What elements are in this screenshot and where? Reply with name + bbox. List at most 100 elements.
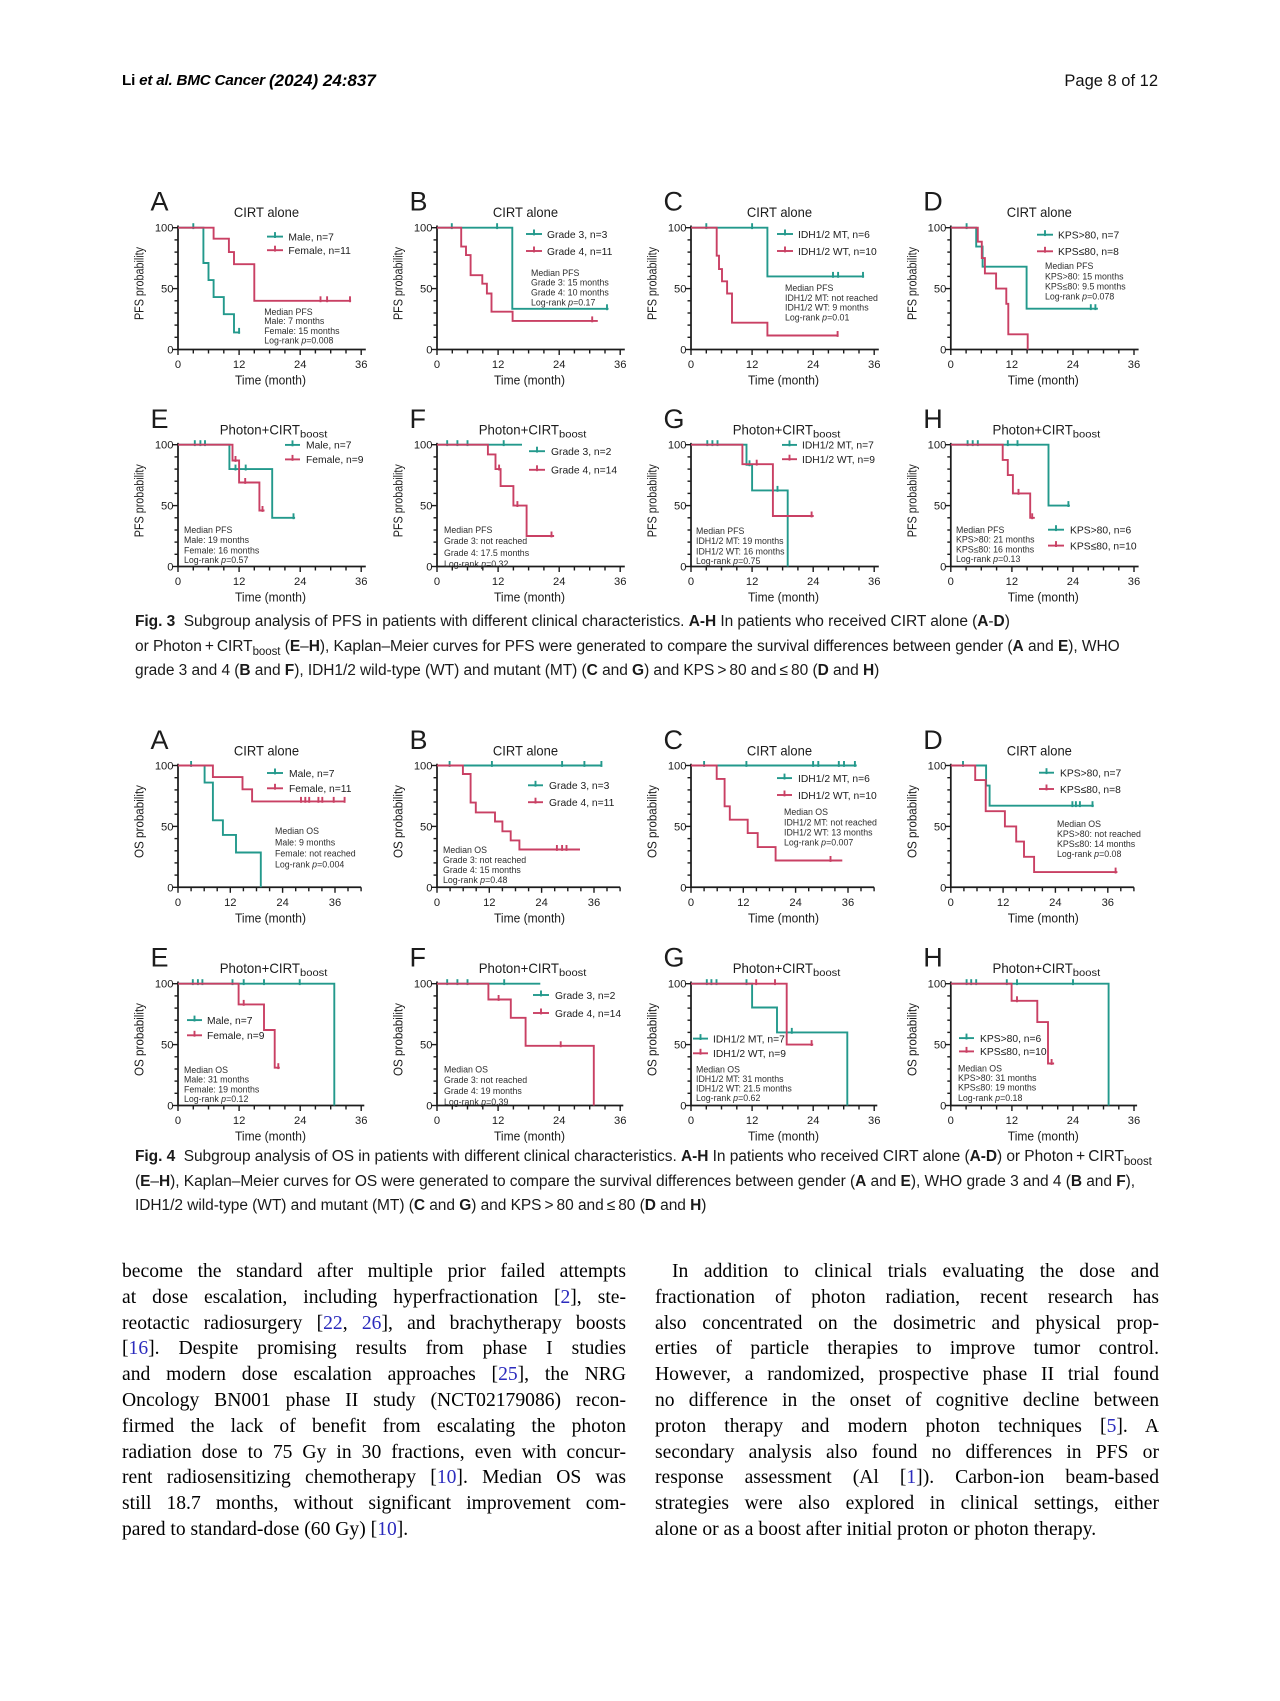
svg-text:Photon+CIRTboost: Photon+CIRTboost <box>479 960 587 979</box>
svg-text:KPS>80: not reached: KPS>80: not reached <box>1057 829 1141 839</box>
svg-text:Time (month): Time (month) <box>235 1130 306 1144</box>
svg-text:36: 36 <box>868 1115 880 1127</box>
svg-text:50: 50 <box>934 1040 946 1052</box>
svg-text:36: 36 <box>868 576 880 588</box>
svg-text:Grade 4, n=14: Grade 4, n=14 <box>551 466 617 477</box>
svg-text:36: 36 <box>1102 897 1114 909</box>
svg-text:CIRT alone: CIRT alone <box>234 742 299 758</box>
svg-text:Time (month): Time (month) <box>1008 374 1079 388</box>
svg-text:IDH1/2 MT: 19 months: IDH1/2 MT: 19 months <box>696 536 784 546</box>
svg-text:100: 100 <box>668 440 687 452</box>
svg-text:Female, n=11: Female, n=11 <box>288 246 351 257</box>
svg-text:PFS probability: PFS probability <box>133 246 147 320</box>
svg-text:Time (month): Time (month) <box>1008 1130 1079 1144</box>
svg-text:IDH1/2 WT: 21.5 months: IDH1/2 WT: 21.5 months <box>696 1083 792 1093</box>
svg-text:Median OS: Median OS <box>443 845 487 855</box>
svg-text:CIRT alone: CIRT alone <box>1007 742 1072 758</box>
svg-text:CIRT alone: CIRT alone <box>234 204 299 220</box>
svg-text:12: 12 <box>737 897 749 909</box>
svg-text:Photon+CIRTboost: Photon+CIRTboost <box>993 421 1101 440</box>
svg-text:Female, n=9: Female, n=9 <box>207 1031 265 1042</box>
svg-text:IDH1/2 MT, n=6: IDH1/2 MT, n=6 <box>798 774 870 785</box>
svg-text:Photon+CIRTboost: Photon+CIRTboost <box>993 960 1101 979</box>
svg-text:KPS>80, n=7: KPS>80, n=7 <box>1058 231 1120 242</box>
svg-text:Log-rank p=0.12: Log-rank p=0.12 <box>184 1094 248 1104</box>
svg-text:Grade 3, n=3: Grade 3, n=3 <box>547 230 608 241</box>
svg-text:0: 0 <box>940 882 946 894</box>
svg-text:0: 0 <box>688 576 694 588</box>
svg-text:IDH1/2 WT, n=10: IDH1/2 WT, n=10 <box>798 247 877 258</box>
svg-text:Time (month): Time (month) <box>494 1130 565 1144</box>
svg-text:12: 12 <box>746 1115 758 1127</box>
svg-text:IDH1/2 WT, n=9: IDH1/2 WT, n=9 <box>802 455 875 466</box>
svg-text:50: 50 <box>674 821 686 833</box>
svg-text:24: 24 <box>1049 897 1061 909</box>
svg-text:Male: 19 months: Male: 19 months <box>184 535 250 545</box>
svg-text:Median OS: Median OS <box>784 807 828 817</box>
svg-text:24: 24 <box>807 1115 819 1127</box>
svg-text:Log-rank p=0.008: Log-rank p=0.008 <box>264 336 333 346</box>
svg-text:Median OS: Median OS <box>696 1064 740 1074</box>
svg-text:Median OS: Median OS <box>444 1064 488 1074</box>
svg-text:36: 36 <box>355 576 367 588</box>
svg-text:0: 0 <box>434 897 440 909</box>
svg-text:0: 0 <box>688 1115 694 1127</box>
svg-text:Grade 3: 15 months: Grade 3: 15 months <box>531 278 609 288</box>
svg-text:KPS≤80: 14 months: KPS≤80: 14 months <box>1057 839 1136 849</box>
svg-text:Male: 9 months: Male: 9 months <box>275 837 336 847</box>
svg-text:Grade 3: not reached: Grade 3: not reached <box>444 536 527 546</box>
svg-text:Median PFS: Median PFS <box>956 525 1005 535</box>
svg-text:24: 24 <box>553 359 565 371</box>
svg-text:50: 50 <box>934 821 946 833</box>
svg-text:IDH1/2 WT: 13 months: IDH1/2 WT: 13 months <box>784 827 873 837</box>
svg-text:0: 0 <box>167 1101 173 1113</box>
svg-text:Grade 3: not reached: Grade 3: not reached <box>443 855 526 865</box>
svg-text:50: 50 <box>161 501 173 513</box>
svg-text:0: 0 <box>680 882 686 894</box>
svg-text:12: 12 <box>492 1115 504 1127</box>
svg-text:24: 24 <box>807 576 819 588</box>
svg-text:0: 0 <box>426 882 432 894</box>
svg-text:100: 100 <box>668 761 687 773</box>
svg-text:0: 0 <box>948 576 954 588</box>
svg-text:Male: 7 months: Male: 7 months <box>264 316 325 326</box>
svg-text:Male: 31 months: Male: 31 months <box>184 1075 250 1085</box>
svg-text:E: E <box>151 943 169 973</box>
svg-text:KPS>80, n=6: KPS>80, n=6 <box>1070 526 1132 537</box>
svg-text:Median PFS: Median PFS <box>264 307 313 317</box>
svg-text:0: 0 <box>680 345 686 357</box>
svg-text:Photon+CIRTboost: Photon+CIRTboost <box>479 421 587 440</box>
svg-text:G: G <box>664 943 685 973</box>
svg-text:Time (month): Time (month) <box>235 911 306 925</box>
svg-text:Log-rank p=0.57: Log-rank p=0.57 <box>184 555 248 565</box>
svg-text:36: 36 <box>588 897 600 909</box>
svg-text:0: 0 <box>175 576 181 588</box>
svg-text:50: 50 <box>674 501 686 513</box>
svg-text:100: 100 <box>928 761 947 773</box>
svg-text:36: 36 <box>355 359 367 371</box>
svg-text:50: 50 <box>420 1040 432 1052</box>
svg-text:100: 100 <box>155 223 174 235</box>
svg-text:Female: 19 months: Female: 19 months <box>184 1084 260 1094</box>
svg-text:100: 100 <box>928 979 947 991</box>
svg-text:Female, n=9: Female, n=9 <box>306 455 364 466</box>
svg-text:0: 0 <box>175 359 181 371</box>
svg-text:0: 0 <box>426 562 432 574</box>
svg-text:0: 0 <box>948 1115 954 1127</box>
svg-text:KPS>80: 15 months: KPS>80: 15 months <box>1045 271 1124 281</box>
svg-text:50: 50 <box>674 1040 686 1052</box>
svg-text:24: 24 <box>553 1115 565 1127</box>
svg-text:KPS>80: 31 months: KPS>80: 31 months <box>958 1073 1037 1083</box>
svg-text:100: 100 <box>928 223 947 235</box>
svg-text:PFS probability: PFS probability <box>392 464 406 538</box>
svg-text:OS probability: OS probability <box>133 1002 147 1076</box>
svg-text:OS probability: OS probability <box>392 784 406 858</box>
svg-text:KPS>80, n=7: KPS>80, n=7 <box>1060 769 1122 780</box>
svg-text:PFS probability: PFS probability <box>646 246 660 320</box>
svg-text:Median PFS: Median PFS <box>444 525 493 535</box>
svg-text:A: A <box>151 725 169 755</box>
svg-text:Log-rank p=0.007: Log-rank p=0.007 <box>784 838 853 848</box>
svg-text:H: H <box>923 943 943 973</box>
svg-text:50: 50 <box>420 821 432 833</box>
svg-text:12: 12 <box>997 897 1009 909</box>
